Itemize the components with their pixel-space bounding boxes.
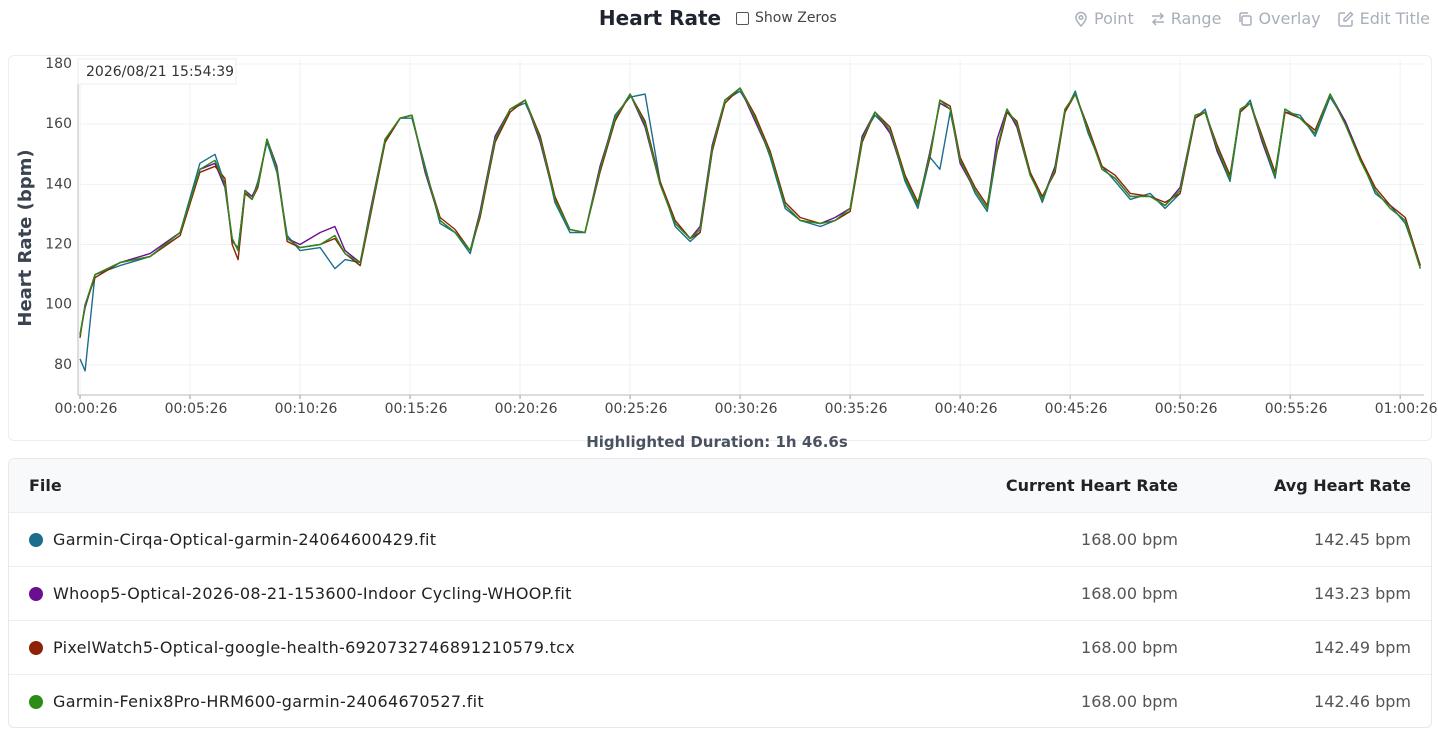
- column-header: File: [29, 476, 62, 495]
- table: File Current Heart Rate Avg Heart Rate G…: [8, 458, 1432, 728]
- series-line: [79, 87, 1421, 335]
- x-tick-label: 00:05:26: [165, 401, 228, 417]
- legend-dot: [29, 695, 43, 709]
- x-tick-label: 00:30:26: [715, 401, 778, 417]
- x-tick-label: 00:55:26: [1265, 401, 1328, 417]
- file-name: PixelWatch5-Optical-google-health-692073…: [53, 638, 576, 657]
- column-header: Current Heart Rate: [1005, 476, 1178, 495]
- x-tick-label: 00:25:26: [605, 401, 668, 417]
- current-heart-rate: 168.00 bpm: [1081, 638, 1178, 657]
- y-tick-label: 120: [45, 237, 72, 253]
- table-row: PixelWatch5-Optical-google-health-692073…: [9, 620, 1431, 675]
- x-tick-label: 00:45:26: [1045, 401, 1108, 417]
- file-name: Whoop5-Optical-2026-08-21-153600-Indoor …: [53, 584, 572, 603]
- edit-title-button[interactable]: Edit Title: [1337, 9, 1430, 28]
- range-icon: [1151, 11, 1164, 26]
- avg-heart-rate: 143.23 bpm: [1314, 584, 1411, 603]
- overlay-icon: [1239, 11, 1253, 26]
- x-tick-label: 00:50:26: [1155, 401, 1218, 417]
- avg-heart-rate: 142.49 bpm: [1314, 638, 1411, 657]
- edit-icon: [1337, 10, 1354, 27]
- y-tick-label: 160: [45, 116, 72, 132]
- legend-dot: [29, 641, 43, 655]
- chart-card: [8, 55, 1432, 441]
- legend-dot: [29, 533, 43, 547]
- x-tick-label: 00:35:26: [825, 401, 888, 417]
- file-name: Garmin-Cirqa-Optical-garmin-24064600429.…: [53, 530, 437, 549]
- point-button[interactable]: Point: [1073, 9, 1134, 28]
- y-tick-label: 80: [54, 357, 72, 373]
- table-row: Garmin-Fenix8Pro-HRM600-garmin-240646705…: [9, 674, 1431, 727]
- current-heart-rate: 168.00 bpm: [1081, 530, 1178, 549]
- table-row: Garmin-Cirqa-Optical-garmin-24064600429.…: [9, 512, 1431, 567]
- legend-dot: [29, 587, 43, 601]
- highlighted-duration: Highlighted Duration: 1h 46.6s: [586, 433, 848, 451]
- current-heart-rate: 168.00 bpm: [1081, 692, 1178, 711]
- y-axis-label: Heart Rate (bpm): [15, 149, 36, 326]
- file-name: Garmin-Fenix8Pro-HRM600-garmin-240646705…: [53, 692, 484, 711]
- toolbar: Point Range Overlay Edit Title: [1073, 9, 1430, 28]
- series-line: [79, 90, 1421, 372]
- overlay-button[interactable]: Overlay: [1237, 9, 1321, 28]
- x-tick-label: 01:00:26: [1375, 401, 1438, 417]
- column-header: Avg Heart Rate: [1273, 476, 1411, 495]
- tooltip-box: [77, 58, 237, 85]
- avg-heart-rate: 142.46 bpm: [1314, 692, 1411, 711]
- avg-heart-rate: 142.45 bpm: [1314, 530, 1411, 549]
- x-tick-label: 00:15:26: [385, 401, 448, 417]
- range-button[interactable]: Range: [1150, 9, 1222, 28]
- series-line: [79, 87, 1421, 338]
- y-tick-label: 100: [45, 297, 72, 313]
- y-tick-label: 180: [45, 56, 72, 72]
- x-tick-label: 00:40:26: [935, 401, 998, 417]
- current-heart-rate: 168.00 bpm: [1081, 584, 1178, 603]
- tooltip-text: 2026/08/21 15:54:39: [86, 64, 234, 80]
- chart: Heart Rate (bpm) 80 100 120 140 160 180 00:00:…: [15, 56, 1438, 417]
- chart-title: Heart Rate: [598, 6, 722, 30]
- series-line: [79, 87, 1421, 335]
- x-tick-label: 00:00:26: [55, 401, 118, 417]
- x-tick-label: 00:20:26: [495, 401, 558, 417]
- range-label: Range: [1170, 9, 1222, 28]
- checkbox[interactable]: [736, 11, 749, 25]
- show-zeros-toggle[interactable]: Show Zeros: [736, 10, 837, 26]
- pin-icon: [1075, 11, 1087, 27]
- y-tick-label: 140: [45, 176, 72, 192]
- edit-title-label: Edit Title: [1359, 9, 1430, 28]
- point-label: Point: [1093, 9, 1134, 28]
- x-tick-label: 00:10:26: [275, 401, 338, 417]
- show-zeros-label: Show Zeros: [755, 10, 837, 26]
- overlay-label: Overlay: [1258, 9, 1321, 28]
- table-header: File Current Heart Rate Avg Heart Rate: [9, 459, 1431, 512]
- table-row: Whoop5-Optical-2026-08-21-153600-Indoor …: [9, 566, 1431, 621]
